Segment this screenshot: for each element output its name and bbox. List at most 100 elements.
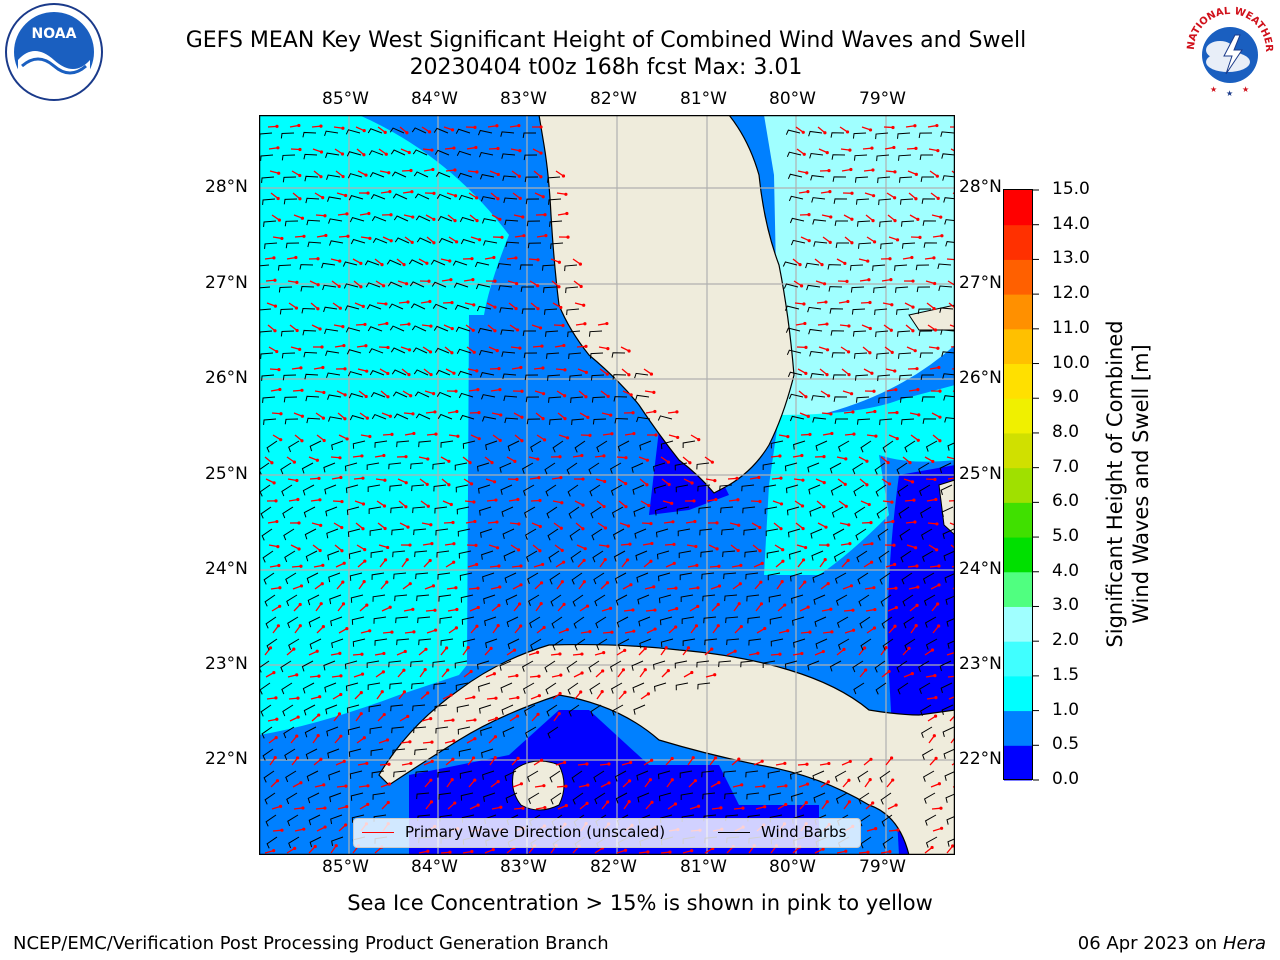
wave-arrow-head <box>321 563 325 567</box>
wind-barb <box>434 347 450 354</box>
wave-arrow-head <box>276 624 280 628</box>
wave-arrow-head <box>910 255 914 260</box>
wind-barb <box>324 484 337 495</box>
wind-barb <box>480 196 496 202</box>
wind-barb <box>660 440 674 450</box>
wind-barb <box>370 748 384 756</box>
wind-barb <box>568 704 580 717</box>
wave-arrow-head <box>451 757 455 761</box>
wave-arrow-head <box>433 410 437 414</box>
wave-arrow-head <box>324 233 328 238</box>
wave-arrow-head <box>423 668 427 672</box>
wind-barb <box>265 814 277 827</box>
wave-arrow-head <box>339 692 343 697</box>
wave-arrow-head <box>936 196 940 201</box>
wind-barb <box>331 440 344 451</box>
wave-arrow-head <box>477 411 481 415</box>
wind-barb <box>506 616 519 628</box>
lon-label-bottom: 83°W <box>500 857 547 877</box>
wind-barb <box>456 704 470 713</box>
wave-arrow-head <box>322 438 326 443</box>
wave-arrow-head <box>621 668 626 672</box>
wave-arrow-head <box>363 322 367 327</box>
wave-arrow-head <box>318 695 322 699</box>
wave-arrow-head <box>539 151 543 155</box>
wave-arrow-head <box>887 482 892 486</box>
wind-barb <box>897 484 909 497</box>
wave-arrow-head <box>498 585 502 589</box>
wave-arrow-head <box>916 217 920 221</box>
wave-arrow-head <box>913 124 917 128</box>
wave-arrow-head <box>801 558 806 562</box>
wind-barb <box>834 572 847 584</box>
wind-barb <box>788 550 802 560</box>
wind-barb <box>455 484 469 493</box>
wind-barb <box>855 528 867 541</box>
wind-barb <box>454 660 468 669</box>
wind-barb <box>567 330 581 338</box>
wind-barb <box>499 307 514 313</box>
wave-arrow-head <box>380 263 384 267</box>
wind-barb <box>856 220 871 227</box>
wave-arrow-head <box>643 646 647 651</box>
wind-barb <box>459 770 473 779</box>
wind-barb <box>309 836 322 848</box>
wind-barb <box>394 237 410 244</box>
wave-arrow-head <box>498 388 502 392</box>
wave-arrow-head <box>407 373 411 377</box>
wind-barb <box>568 506 580 519</box>
wave-arrow-head <box>848 759 852 764</box>
wind-barb <box>462 440 476 449</box>
wind-barb <box>832 374 847 380</box>
wave-arrow-head <box>470 849 474 854</box>
wind-barb <box>947 838 955 847</box>
wave-arrow-head <box>935 522 939 526</box>
wind-barb <box>367 484 381 492</box>
wind-barb <box>674 660 688 669</box>
wind-barb <box>544 308 558 315</box>
wave-arrow-head <box>432 217 436 221</box>
wave-arrow-head <box>820 263 824 267</box>
wave-arrow-head <box>694 624 699 628</box>
wind-barb <box>746 792 760 800</box>
wind-barb <box>859 616 871 629</box>
wind-barb <box>613 550 626 562</box>
wave-arrow-head <box>807 239 811 243</box>
wave-arrow-head <box>386 371 390 376</box>
wind-barb <box>325 506 338 517</box>
wave-arrow-head <box>276 545 280 549</box>
wave-arrow-head <box>628 542 632 546</box>
wave-arrow-head <box>317 674 321 678</box>
wind-barb <box>853 154 868 161</box>
wave-arrow-head <box>450 351 454 355</box>
wave-arrow-head <box>786 435 790 439</box>
wave-arrow-head <box>543 213 547 217</box>
wave-arrow-head <box>940 234 944 238</box>
wave-arrow-head <box>342 759 346 763</box>
wave-arrow-head <box>519 564 523 568</box>
wind-barb <box>344 660 358 670</box>
wind-barb <box>596 440 608 453</box>
wind-barb <box>412 347 428 354</box>
wave-arrow-head <box>935 174 939 178</box>
wind-barb <box>261 528 273 541</box>
wind-barb <box>521 308 536 315</box>
wind-barb <box>920 506 932 518</box>
wind-barb <box>502 528 515 539</box>
wave-arrow-head <box>499 805 503 809</box>
wave-arrow-head <box>319 602 323 606</box>
wave-arrow-head <box>825 322 829 326</box>
wind-barb <box>793 638 806 648</box>
wind-barb <box>573 616 585 629</box>
wave-arrow-head <box>565 211 569 216</box>
wave-arrow-head <box>337 712 342 716</box>
wave-arrow-head <box>296 715 300 719</box>
lat-label-right: 25°N <box>959 464 1002 484</box>
wind-barb <box>479 506 492 516</box>
wind-barb <box>833 198 848 204</box>
wind-barb <box>348 550 362 559</box>
wind-barb <box>344 305 360 311</box>
wave-arrow-head <box>340 152 345 156</box>
wind-barb <box>417 616 431 624</box>
wave-arrow-head <box>913 520 917 524</box>
